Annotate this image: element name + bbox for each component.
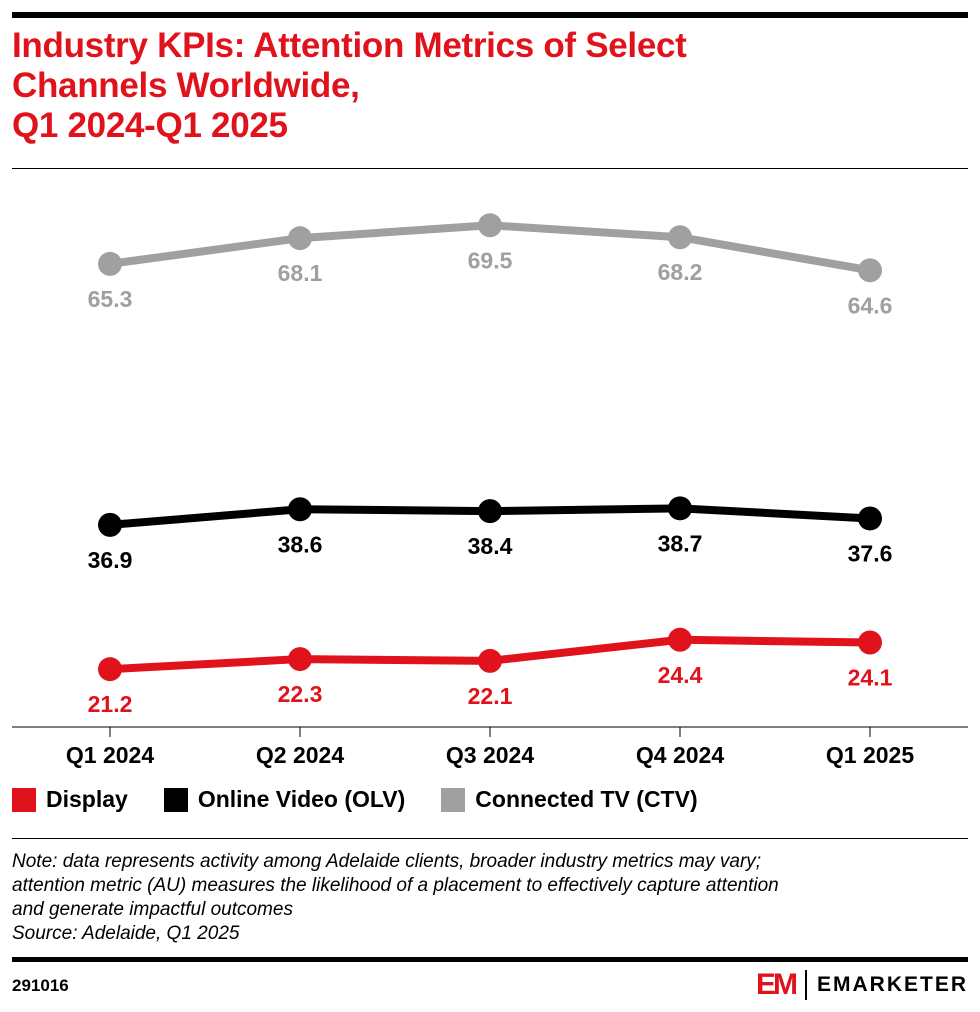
x-tick-label: Q3 2024 (446, 742, 534, 768)
data-point (478, 213, 502, 238)
data-label: 24.1 (848, 665, 893, 691)
data-label: 68.2 (658, 259, 703, 285)
legend-item-olv: Online Video (OLV) (163, 786, 405, 813)
chart-note: Note: data represents activity among Ade… (12, 850, 972, 946)
logo-wordmark: EMARKETER (816, 973, 968, 996)
data-label: 69.5 (468, 247, 513, 273)
data-point (478, 648, 502, 673)
data-point (98, 512, 122, 537)
data-point (288, 647, 312, 672)
x-tick-label: Q1 2025 (826, 742, 914, 768)
legend-item-display: Display (12, 786, 128, 813)
data-point (288, 497, 312, 522)
data-point (288, 226, 312, 251)
data-point (668, 496, 692, 521)
data-label: 21.2 (88, 691, 133, 717)
data-label: 64.6 (848, 292, 893, 318)
title-divider (12, 168, 968, 169)
x-tick-label: Q1 2024 (66, 742, 154, 768)
top-rule (12, 12, 968, 18)
x-tick-label: Q2 2024 (256, 742, 344, 768)
emarketer-logo: EM EMARKETER (756, 968, 968, 1002)
chart-id: 291016 (12, 976, 69, 995)
data-label: 22.1 (468, 683, 513, 709)
chart-title: Industry KPIs: Attention Metrics of Sele… (12, 26, 912, 146)
line-chart: Q1 2024 Q2 2024 Q3 2024 Q4 2024 Q1 2025 21.2 2… (12, 213, 968, 768)
legend-swatch (12, 787, 36, 812)
data-point (668, 225, 692, 250)
data-label: 37.6 (848, 540, 893, 566)
data-label: 22.3 (278, 681, 323, 707)
data-label: 24.4 (658, 662, 703, 688)
bottom-rule (12, 957, 968, 962)
title-line: Industry KPIs: Attention Metrics of Sele… (12, 26, 687, 65)
title-line: Channels Worldwide, (12, 66, 360, 105)
data-label: 38.6 (278, 531, 323, 557)
data-label: 38.7 (658, 530, 703, 556)
data-point (858, 506, 882, 531)
legend-swatch (163, 787, 188, 812)
legend-swatch (441, 787, 466, 812)
legend-divider (12, 838, 968, 839)
legend-item-ctv: Connected TV (CTV) (441, 786, 698, 813)
data-point (668, 627, 692, 652)
x-tick-label: Q4 2024 (636, 742, 724, 768)
data-point (858, 630, 882, 655)
data-label: 68.1 (278, 260, 323, 286)
data-point (478, 499, 502, 524)
title-line: Q1 2024-Q1 2025 (12, 106, 288, 145)
data-label: 65.3 (88, 286, 133, 312)
data-label: 36.9 (88, 547, 133, 573)
data-point (98, 657, 122, 682)
data-point (858, 258, 882, 283)
data-label: 38.4 (468, 533, 513, 559)
legend: Display Online Video (OLV) Connected TV … (12, 786, 698, 813)
logo-mark: EM (755, 968, 798, 1001)
data-point (98, 251, 122, 276)
source: Source: Adelaide, Q1 2025 (12, 923, 240, 944)
